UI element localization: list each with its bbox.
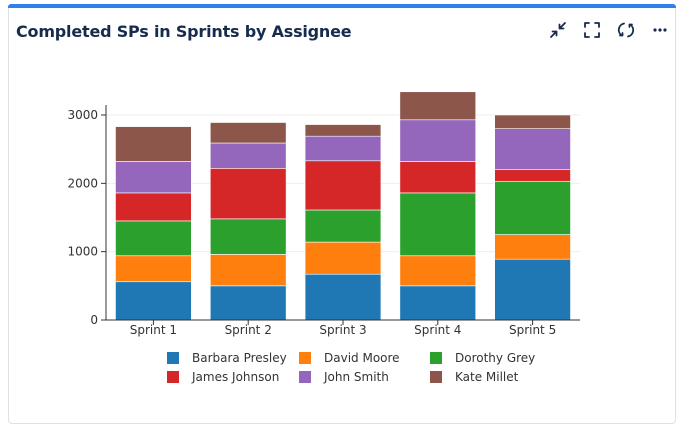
legend-label[interactable]: John Smith xyxy=(323,370,389,384)
legend-swatch[interactable] xyxy=(430,371,442,383)
bar-segment[interactable] xyxy=(399,192,477,257)
bar-segment[interactable] xyxy=(209,168,287,220)
x-tick-label: Sprint 5 xyxy=(509,323,556,337)
bar-segment[interactable] xyxy=(115,220,192,257)
refresh-icon[interactable] xyxy=(616,20,636,40)
bar-segment[interactable] xyxy=(115,281,192,321)
fullscreen-icon[interactable] xyxy=(582,20,602,40)
legend-label[interactable]: Kate Millet xyxy=(455,370,519,384)
legend-swatch[interactable] xyxy=(299,371,311,383)
card-accent-bar xyxy=(8,4,676,8)
bar-segment[interactable] xyxy=(399,255,477,287)
bar-segment[interactable] xyxy=(209,218,287,255)
bar-segment[interactable] xyxy=(209,254,287,287)
bar-segment[interactable] xyxy=(494,258,571,321)
bar-segment[interactable] xyxy=(115,161,192,194)
legend-label[interactable]: James Johnson xyxy=(191,370,279,384)
bar-segment[interactable] xyxy=(304,160,382,211)
y-tick-label: 1000 xyxy=(67,245,98,259)
legend-swatch[interactable] xyxy=(430,352,442,364)
bar-segment[interactable] xyxy=(494,180,571,235)
bar-segment[interactable] xyxy=(494,114,571,129)
legend-label[interactable]: David Moore xyxy=(324,351,400,365)
bar-segment[interactable] xyxy=(209,285,287,321)
bar-segment[interactable] xyxy=(115,126,192,162)
bar-segment[interactable] xyxy=(115,192,192,222)
minimize-icon[interactable] xyxy=(548,20,568,40)
bar-segment[interactable] xyxy=(209,142,287,169)
legend-label[interactable]: Barbara Presley xyxy=(192,351,287,365)
x-tick-label: Sprint 3 xyxy=(319,323,366,337)
legend-swatch[interactable] xyxy=(167,352,179,364)
bar-segment[interactable] xyxy=(304,241,382,275)
bar-segment[interactable] xyxy=(304,209,382,243)
bar-segment[interactable] xyxy=(399,161,477,194)
bar-segment[interactable] xyxy=(494,234,571,260)
bar-segment[interactable] xyxy=(304,135,382,162)
legend-swatch[interactable] xyxy=(299,352,311,364)
x-tick-label: Sprint 1 xyxy=(130,323,177,337)
legend-swatch[interactable] xyxy=(167,371,179,383)
bar-segment[interactable] xyxy=(304,273,382,321)
bar-segment[interactable] xyxy=(494,169,571,182)
bar-segment[interactable] xyxy=(304,124,382,137)
legend-label[interactable]: Dorothy Grey xyxy=(455,351,535,365)
more-icon[interactable] xyxy=(650,20,670,40)
y-tick-label: 0 xyxy=(90,313,98,327)
bar-segment[interactable] xyxy=(115,255,192,283)
bar-segment[interactable] xyxy=(209,122,287,144)
y-tick-label: 2000 xyxy=(67,176,98,190)
bar-segment[interactable] xyxy=(399,119,477,162)
widget-title: Completed SPs in Sprints by Assignee xyxy=(16,22,352,41)
x-tick-label: Sprint 4 xyxy=(414,323,461,337)
widget-toolbar xyxy=(548,20,670,40)
y-tick-label: 3000 xyxy=(67,108,98,122)
bar-segment[interactable] xyxy=(399,91,477,121)
bar-segment[interactable] xyxy=(494,128,571,170)
bar-segment[interactable] xyxy=(399,285,477,321)
x-tick-label: Sprint 2 xyxy=(225,323,272,337)
